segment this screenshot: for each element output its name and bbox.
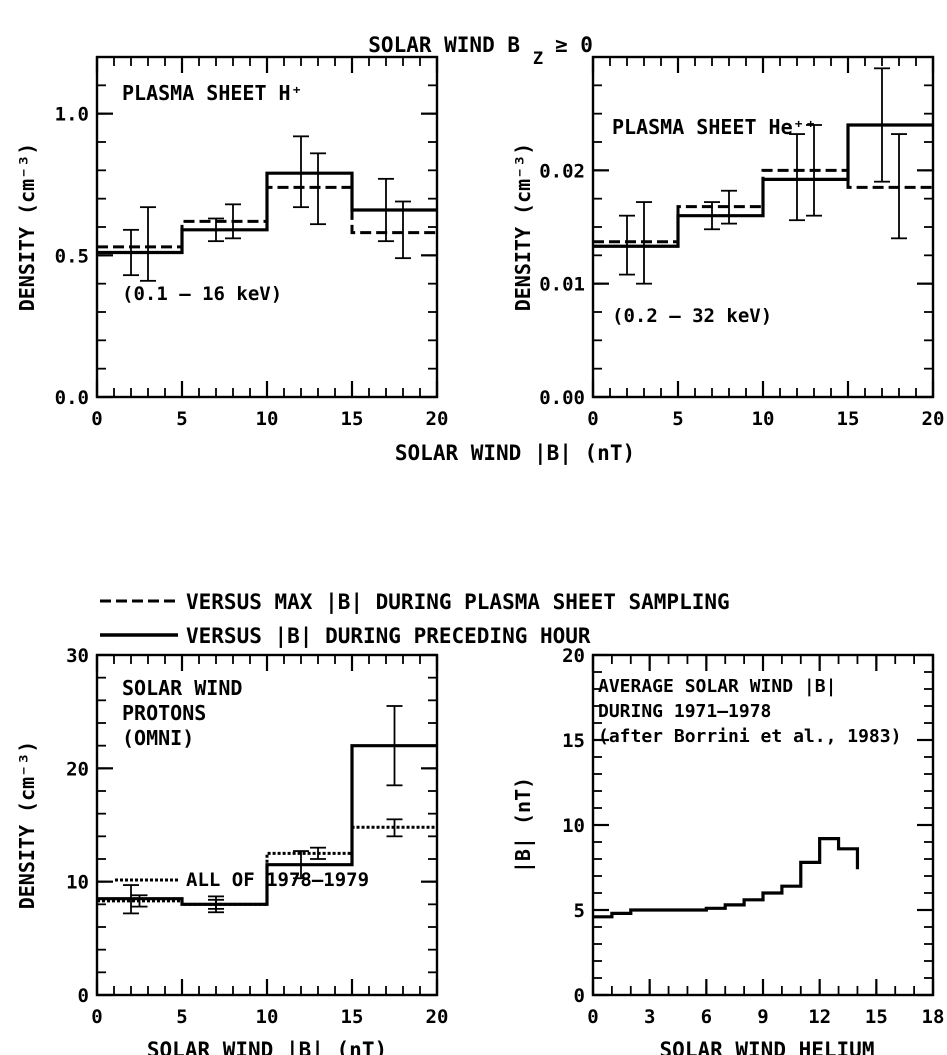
x-tick-label: 5: [176, 408, 187, 430]
y-tick-label: 20: [562, 645, 585, 667]
x-tick-label: 18: [922, 1006, 945, 1028]
error-bar: [636, 201, 652, 285]
error-bar: [704, 201, 720, 231]
legend-solid-label: VERSUS |B| DURING PRECEDING HOUR: [186, 624, 591, 649]
x-tick-label: 20: [426, 408, 449, 430]
figure-title-subscript: Z: [533, 49, 543, 69]
y-tick-label: 0.01: [539, 274, 585, 296]
x-tick-label: 15: [837, 408, 860, 430]
error-bar: [310, 152, 326, 226]
error-bar: [874, 67, 890, 183]
x-tick-label: 0: [91, 1006, 102, 1028]
error-bar: [123, 884, 139, 915]
legend-dashed-label: VERSUS MAX |B| DURING PLASMA SHEET SAMPL…: [186, 590, 730, 615]
energy-range-annotation: (0.2 – 32 keV): [612, 305, 772, 327]
x-tick-label: 0: [91, 408, 102, 430]
error-bar: [619, 214, 635, 276]
x-tick-label: 0: [587, 408, 598, 430]
y-tick-label: 0.5: [55, 245, 89, 267]
panel-sw-protons: 0 5 10 15 20 0 10 20 30 DENSITY (cm⁻³) SOLAR WIND …: [15, 645, 448, 1055]
x-tick-label: 15: [341, 408, 364, 430]
panel-helium-abundance: 0 3 6 9 12 15 18 0 5 10 15 20 |B| (nT) SOLAR WIND HEL…: [511, 645, 944, 1055]
y-tick-label: 15: [562, 730, 585, 752]
x-tick-label: 20: [922, 408, 945, 430]
x-tick-label: 9: [757, 1006, 768, 1028]
x-tick-label: 6: [701, 1006, 712, 1028]
error-bar: [208, 895, 224, 914]
panels: 0 5 10 15 20 0.0 0.5 1.0 DENSITY (cm⁻³) SOLAR WIN…: [15, 55, 945, 1055]
error-bar: [806, 124, 822, 217]
y-tick-label: 0.02: [539, 160, 585, 182]
legend: VERSUS MAX |B| DURING PLASMA SHEET SAMPL…: [100, 590, 730, 649]
panel-title: PLASMA SHEET H⁺: [122, 81, 303, 105]
x-tick-label: 3: [644, 1006, 655, 1028]
x-tick-label: 10: [256, 408, 279, 430]
panel-title-line: DURING 1971–1978: [598, 701, 771, 722]
y-axis-label: DENSITY (cm⁻³): [15, 143, 39, 312]
panel-title-line: PROTONS: [122, 701, 206, 725]
x-tick-label: 5: [672, 408, 683, 430]
error-bar: [140, 206, 156, 282]
series-solid-line: [593, 837, 860, 919]
error-bar: [891, 133, 907, 240]
x-tick-label: 10: [256, 1006, 279, 1028]
x-tick-label: 10: [752, 408, 775, 430]
y-tick-label: 1.0: [55, 104, 89, 126]
panel-title-line: (after Borrini et al., 1983): [598, 726, 901, 747]
y-tick-label: 5: [574, 900, 585, 922]
x-tick-label: 5: [176, 1006, 187, 1028]
error-bar: [225, 203, 241, 240]
y-axis-label: DENSITY (cm⁻³): [511, 143, 535, 312]
error-bar: [208, 217, 224, 243]
x-axis-label-line: SOLAR WIND HELIUM: [660, 1038, 875, 1055]
y-tick-label: 0.0: [55, 387, 89, 409]
figure-title-suffix: ≥ 0: [555, 33, 593, 57]
error-bar: [378, 177, 394, 243]
series-solid-line: [97, 744, 437, 906]
error-bar: [721, 189, 737, 225]
y-tick-label: 10: [66, 872, 89, 894]
y-axis-label: DENSITY (cm⁻³): [15, 741, 39, 910]
x-tick-label: 20: [426, 1006, 449, 1028]
error-bar: [293, 135, 309, 209]
y-tick-label: 30: [66, 645, 89, 667]
x-tick-label: 0: [587, 1006, 598, 1028]
figure-title: SOLAR WIND B: [368, 33, 520, 57]
y-tick-label: 0.00: [539, 387, 585, 409]
panel-title-line: SOLAR WIND: [122, 676, 242, 700]
x-axis-label: SOLAR WIND |B| (nT): [147, 1038, 387, 1055]
x-tick-label: 15: [865, 1006, 888, 1028]
energy-range-annotation: ALL OF 1978–1979: [186, 869, 369, 891]
y-tick-label: 0: [78, 985, 89, 1007]
y-axis-label: |B| (nT): [511, 777, 535, 873]
error-bar: [123, 228, 139, 277]
series-solid-line: [593, 123, 933, 248]
error-bar: [386, 818, 403, 838]
error-bar: [310, 846, 326, 860]
panel-title-line: AVERAGE SOLAR WIND |B|: [598, 676, 836, 697]
x-tick-label: 15: [341, 1006, 364, 1028]
error-bar: [386, 705, 403, 787]
panel-title-line: (OMNI): [122, 726, 194, 750]
panel-h-plus: 0 5 10 15 20 0.0 0.5 1.0 DENSITY (cm⁻³) SOLAR WIN…: [15, 55, 635, 466]
error-bar: [789, 133, 805, 222]
y-tick-label: 0: [574, 985, 585, 1007]
x-tick-label: 12: [808, 1006, 831, 1028]
y-tick-label: 20: [66, 758, 89, 780]
y-tick-label: 10: [562, 815, 585, 837]
x-axis-label: SOLAR WIND |B| (nT): [395, 441, 635, 466]
error-bar: [293, 850, 309, 880]
energy-range-annotation: (0.1 – 16 keV): [122, 283, 282, 305]
panel-title: PLASMA SHEET He⁺⁺: [612, 115, 817, 139]
series-solid-line: [97, 171, 437, 255]
